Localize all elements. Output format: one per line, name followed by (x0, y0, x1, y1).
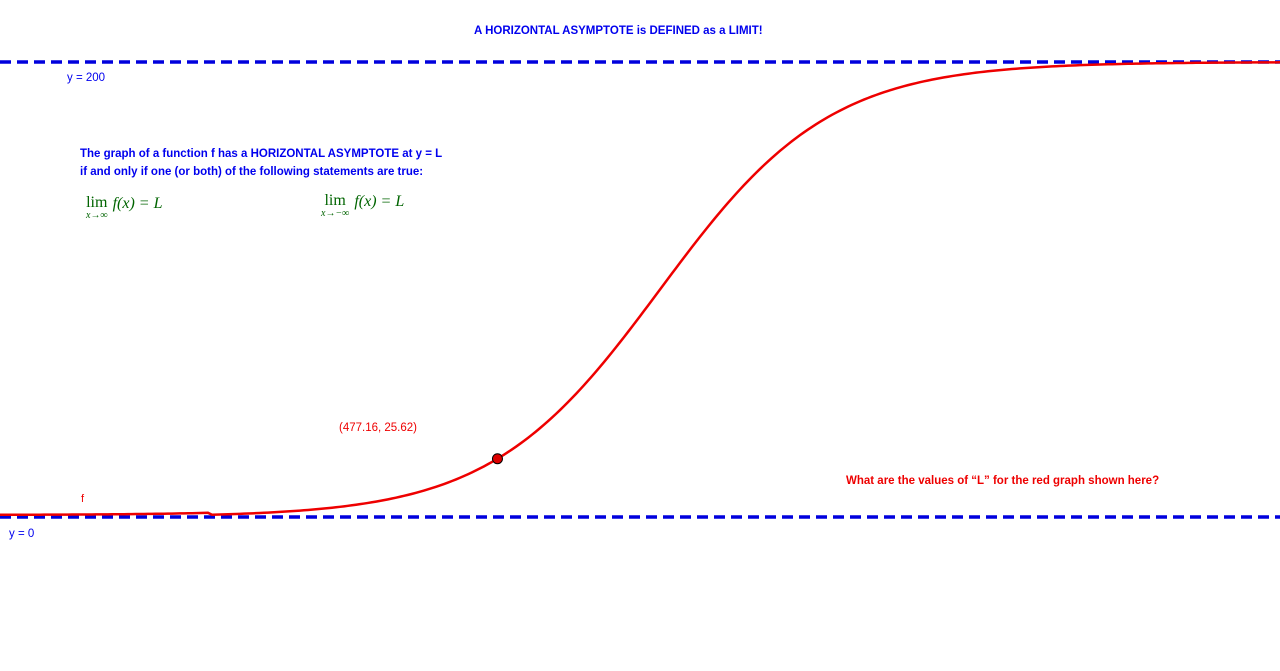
lim-expression: f(x) = L (112, 195, 163, 212)
definition-text-line1: The graph of a function f has a HORIZONT… (80, 148, 443, 160)
lim-word: lim (86, 194, 108, 211)
limit-to-negative-infinity: lim x→−∞ f(x) = L (321, 193, 404, 219)
lim-subscript: x→∞ (86, 210, 108, 221)
curve-point[interactable] (491, 453, 503, 465)
lim-expression: f(x) = L (354, 193, 405, 210)
limit-to-positive-infinity: lim x→∞ f(x) = L (86, 195, 162, 221)
applet-title: A HORIZONTAL ASYMPTOTE is DEFINED as a L… (474, 25, 763, 37)
function-f-curve[interactable] (0, 61, 1280, 517)
definition-text-line2: if and only if one (or both) of the foll… (80, 166, 424, 178)
lim-subscript: x→−∞ (321, 208, 350, 219)
asymptote-top-label: y = 200 (67, 72, 106, 84)
point-coordinate-label: (477.16, 25.62) (339, 422, 418, 434)
lim-word: lim (324, 192, 346, 209)
question-text: What are the values of “L” for the red g… (846, 475, 1160, 487)
asymptote-bottom-label: y = 0 (9, 528, 35, 540)
function-f-label: f (81, 493, 85, 505)
